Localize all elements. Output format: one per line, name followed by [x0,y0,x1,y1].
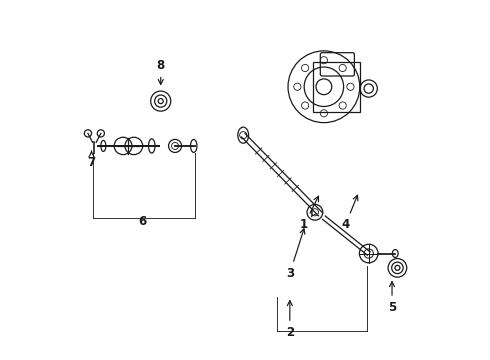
Text: 1: 1 [300,196,318,231]
Text: 8: 8 [157,59,165,85]
Text: 3: 3 [286,229,305,280]
Bar [313,62,360,112]
Text: 7: 7 [87,151,96,169]
Text: 2: 2 [286,301,294,339]
Text: 5: 5 [388,282,396,314]
Text: 6: 6 [139,215,147,228]
Text: 4: 4 [342,195,358,231]
